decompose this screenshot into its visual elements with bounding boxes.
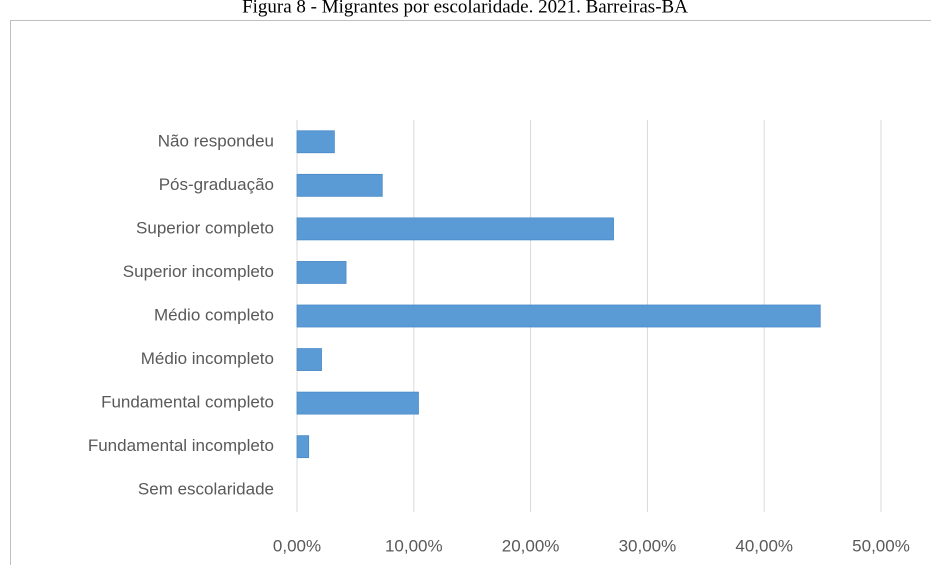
x-tick-label: 50,00%	[852, 536, 910, 555]
x-tick-label: 0,00%	[273, 536, 321, 555]
x-tick-label: 10,00%	[385, 536, 443, 555]
y-tick-label: Médio completo	[154, 305, 274, 324]
x-tick-label: 30,00%	[619, 536, 677, 555]
y-tick-label: Médio incompleto	[141, 349, 274, 368]
x-tick-label: 20,00%	[502, 536, 560, 555]
y-tick-label: Superior incompleto	[123, 262, 274, 281]
y-tick-label: Fundamental completo	[101, 393, 274, 412]
y-tick-label: Superior completo	[136, 218, 274, 237]
bar	[296, 348, 322, 371]
bar	[296, 217, 614, 241]
title-background	[150, 0, 790, 18]
y-tick-label: Pós-graduação	[159, 175, 274, 194]
bar	[296, 304, 821, 328]
bar	[296, 435, 310, 459]
y-tick-label: Fundamental incompleto	[88, 436, 274, 455]
bar	[296, 391, 419, 415]
y-tick-label: Não respondeu	[158, 131, 274, 150]
bar	[296, 261, 347, 284]
bar	[296, 130, 335, 154]
chart-frame	[10, 20, 931, 565]
y-tick-label: Sem escolaridade	[138, 480, 274, 499]
chart-title: Figura 8 - Migrantes por escolaridade. 2…	[242, 0, 688, 17]
bar	[296, 173, 383, 197]
x-tick-label: 40,00%	[735, 536, 793, 555]
